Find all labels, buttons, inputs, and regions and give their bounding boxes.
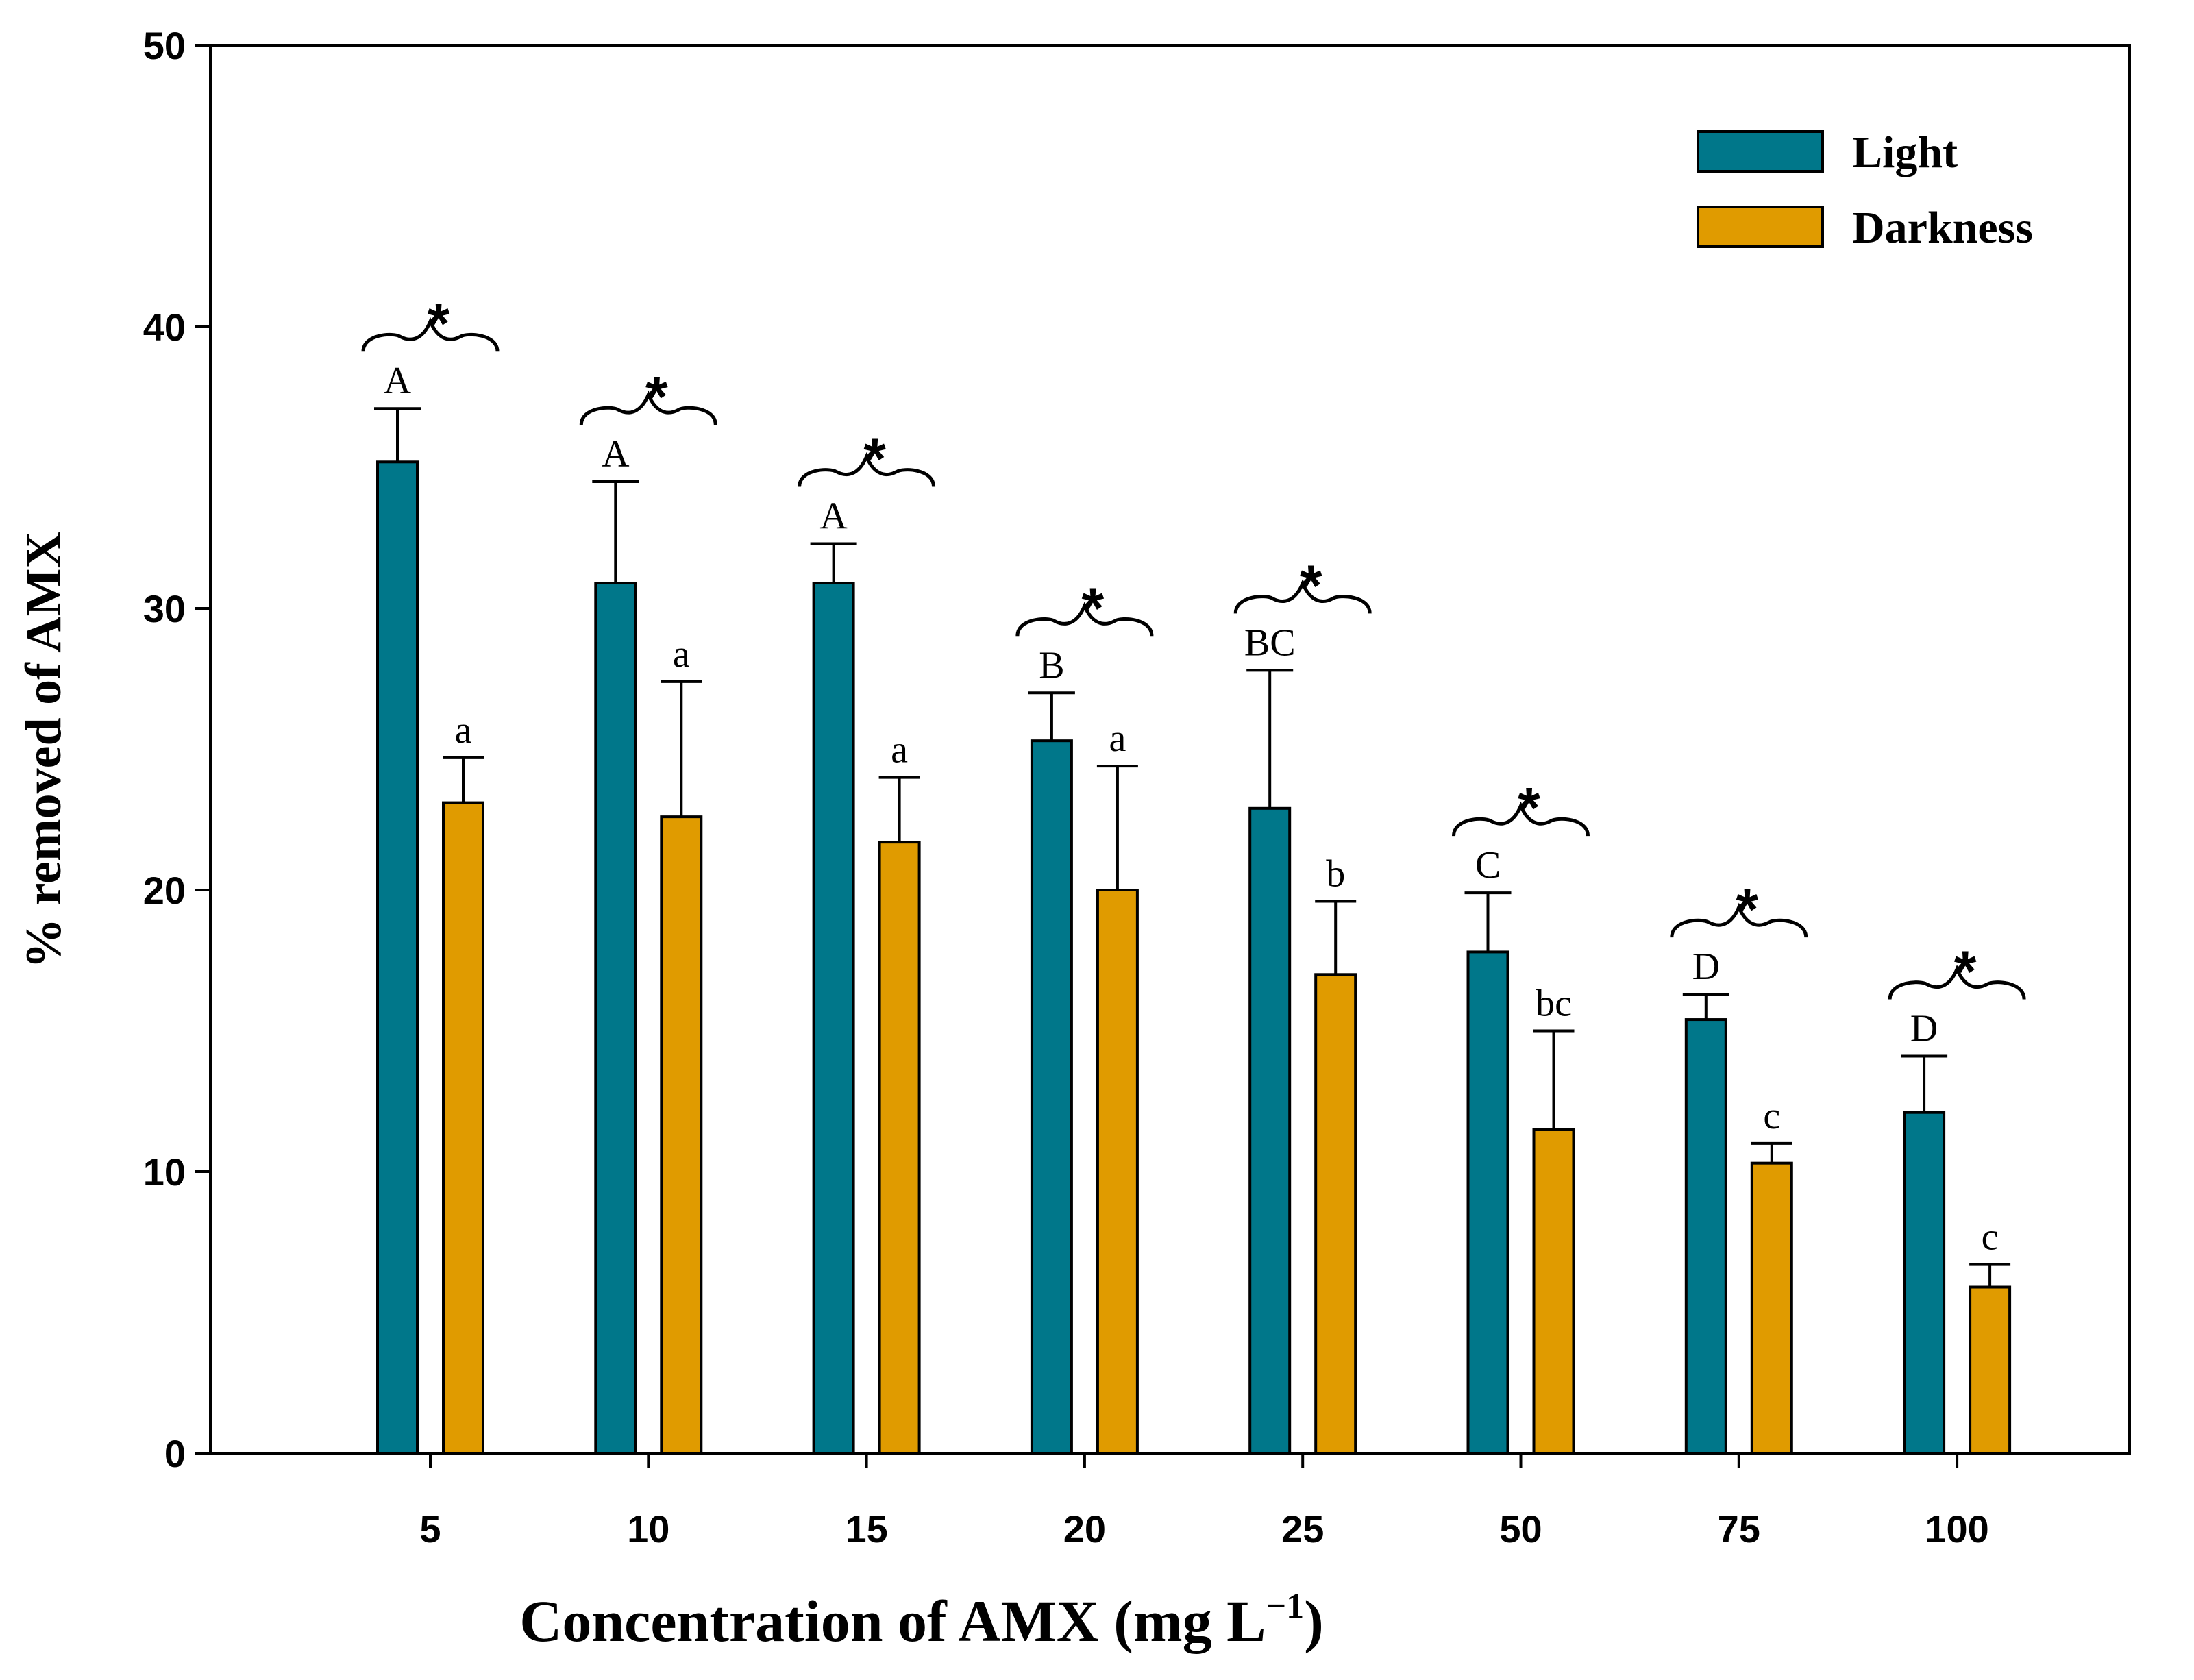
x-tick-label: 15 <box>845 1507 887 1551</box>
bar-darkness <box>1532 1128 1575 1455</box>
bar-light <box>1466 950 1509 1455</box>
group-letter-darkness: a <box>891 729 908 771</box>
significance-brace <box>361 317 500 352</box>
significance-asterisk: * <box>1082 576 1105 640</box>
bar-series: Aa Aa Aa Ba BC b Cbc Dc Dc <box>374 360 2012 1455</box>
y-tick-label: 0 <box>164 1432 186 1475</box>
group-letter-light: B <box>1039 644 1064 687</box>
legend-swatch-darkness <box>1697 206 1824 248</box>
significance-asterisk: * <box>645 365 668 429</box>
significance-asterisk: * <box>1300 553 1322 617</box>
significance-asterisk: * <box>1518 776 1540 840</box>
bar-darkness <box>1750 1161 1793 1455</box>
x-tick-label: 5 <box>419 1507 441 1551</box>
x-axis-title-main: Concentration of AMX (mg L <box>519 1588 1266 1654</box>
bar-darkness <box>1969 1285 2012 1455</box>
x-tick-label: 50 <box>1499 1507 1542 1551</box>
bar-light <box>376 460 419 1455</box>
x-tick-label: 100 <box>1925 1507 1988 1551</box>
y-axis: 0 10 20 30 40 50 <box>143 24 210 1475</box>
x-axis-title-end: ) <box>1304 1588 1324 1654</box>
group-letter-light: BC <box>1244 621 1296 664</box>
significance-asterisk: * <box>863 426 886 491</box>
significance-brace <box>1452 801 1590 837</box>
group-letter-light: D <box>1910 1007 1938 1050</box>
x-axis-title: Concentration of AMX (mg L−1) <box>519 1587 1323 1654</box>
group-letter-light: A <box>819 495 848 537</box>
x-tick-label: 10 <box>627 1507 669 1551</box>
bar-light <box>812 582 855 1455</box>
legend-label-darkness: Darkness <box>1852 203 2033 253</box>
x-axis-title-sup: −1 <box>1266 1587 1304 1626</box>
bar-darkness <box>660 815 703 1455</box>
group-letter-light: A <box>384 360 412 402</box>
x-axis: 5 10 15 20 25 50 75 100 <box>419 1453 1989 1551</box>
bar-darkness <box>442 801 484 1455</box>
bar-darkness <box>1314 973 1357 1455</box>
x-tick-label: 25 <box>1281 1507 1324 1551</box>
bar-light <box>1248 806 1292 1455</box>
group-letter-darkness: a <box>673 633 690 676</box>
significance-brace <box>1670 902 1808 938</box>
y-tick-label: 30 <box>143 587 186 630</box>
group-letter-light: D <box>1692 946 1720 988</box>
legend: Light Darkness <box>1697 127 2033 253</box>
y-tick-label: 50 <box>143 24 186 67</box>
y-tick-label: 40 <box>143 306 186 349</box>
significance-asterisk: * <box>428 291 450 356</box>
group-letter-darkness: bc <box>1536 983 1572 1025</box>
significance-brace <box>1888 965 2026 1000</box>
group-letter-light: A <box>602 433 630 475</box>
significance-brace <box>579 390 717 425</box>
significance-annotations: * * * * * * * * <box>361 291 2026 1003</box>
legend-swatch-light <box>1697 130 1824 173</box>
significance-brace <box>1233 578 1372 614</box>
y-axis-title: % removed of AMX <box>16 532 72 969</box>
bar-darkness <box>878 841 921 1455</box>
legend-label-light: Light <box>1852 127 1958 177</box>
significance-asterisk: * <box>1736 877 1758 941</box>
bar-light <box>1903 1111 1946 1455</box>
significance-asterisk: * <box>1954 939 1977 1003</box>
group-letter-darkness: a <box>455 709 472 752</box>
bar-light <box>1684 1018 1727 1455</box>
bar-light <box>1030 739 1073 1455</box>
group-letter-darkness: c <box>1982 1216 1999 1259</box>
plot-frame <box>209 44 2131 1455</box>
group-letter-darkness: b <box>1326 852 1345 895</box>
x-tick-label: 75 <box>1718 1507 1760 1551</box>
bar-darkness <box>1096 889 1139 1455</box>
y-tick-label: 20 <box>143 869 186 912</box>
significance-brace <box>1015 601 1154 637</box>
plot-area <box>209 44 2131 1455</box>
significance-brace <box>798 452 936 487</box>
x-tick-label: 20 <box>1063 1507 1106 1551</box>
bar-light <box>594 582 637 1455</box>
group-letter-darkness: c <box>1763 1095 1780 1137</box>
y-tick-label: 10 <box>143 1150 186 1194</box>
group-letter-light: C <box>1475 844 1501 887</box>
group-letter-darkness: a <box>1109 717 1126 760</box>
